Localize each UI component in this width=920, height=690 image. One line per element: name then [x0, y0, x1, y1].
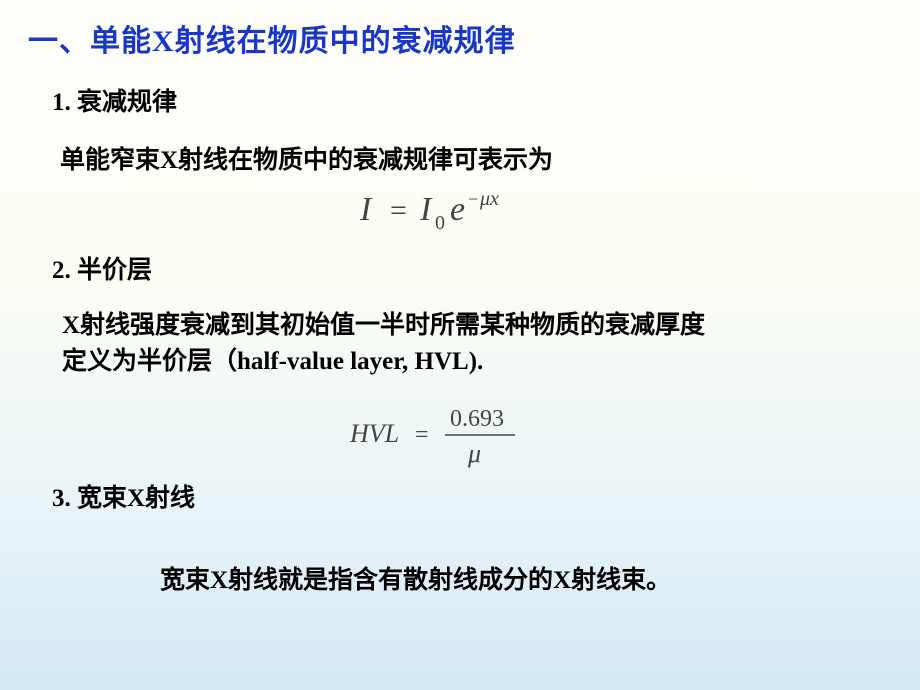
section-2-label: 2. 半价层	[52, 250, 152, 286]
svg-text:e: e	[450, 191, 465, 228]
svg-text:μx: μx	[479, 188, 499, 210]
section-3-text: 宽束X射线就是指含有散射线成分的X射线束。	[160, 560, 671, 596]
section-3-label: 3. 宽束X射线	[52, 478, 195, 514]
hvl-formula: HVL = 0.693 μ	[320, 400, 600, 475]
svg-text:0.693: 0.693	[450, 406, 504, 432]
svg-text:=: =	[390, 194, 407, 227]
svg-text:0: 0	[435, 212, 445, 234]
section-1-text: 单能窄束X射线在物质中的衰减规律可表示为	[60, 140, 553, 176]
attenuation-formula: I = I 0 e − μx	[340, 185, 580, 240]
section-1-label: 1. 衰减规律	[52, 82, 177, 118]
svg-text:−: −	[468, 189, 478, 209]
main-heading: 一、单能X射线在物质中的衰减规律	[28, 16, 516, 60]
section-2-paragraph: X射线强度衰减到其初始值一半时所需某种物质的衰减厚度 定义为半价层（half-v…	[62, 308, 882, 381]
svg-text:I: I	[360, 191, 373, 228]
svg-text:=: =	[415, 422, 429, 448]
svg-text:μ: μ	[467, 439, 481, 468]
section-2-text-a: X射线强度衰减到其初始值一半时所需某种物质的衰减厚度	[62, 312, 705, 339]
svg-text:I: I	[419, 191, 433, 228]
section-2-text-b: 定义为半价层（half-value layer, HVL).	[62, 348, 483, 375]
svg-text:HVL: HVL	[350, 419, 399, 448]
